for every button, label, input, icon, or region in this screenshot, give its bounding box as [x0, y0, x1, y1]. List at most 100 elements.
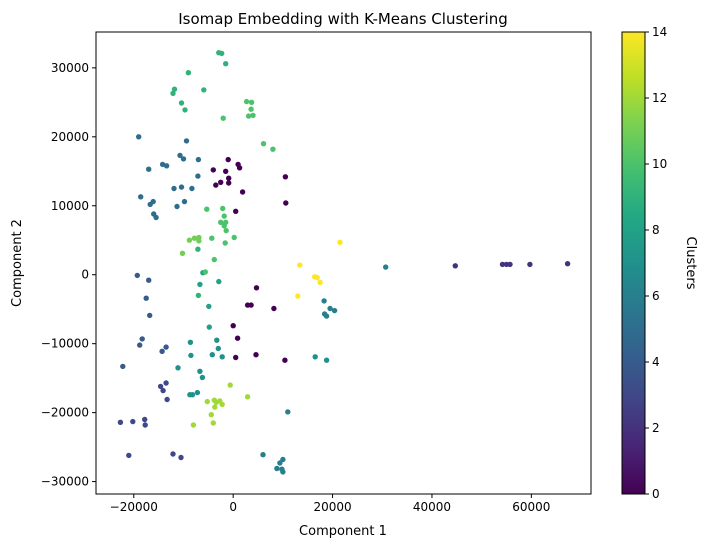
data-point — [194, 389, 201, 396]
y-tick-label: 20000 — [51, 130, 89, 144]
data-point — [146, 277, 152, 283]
data-point — [195, 156, 202, 163]
data-point — [250, 112, 256, 119]
data-point — [223, 168, 229, 174]
data-point — [183, 138, 190, 144]
colorbar-tick-label: 12 — [652, 91, 667, 105]
data-point — [195, 173, 201, 179]
data-point — [204, 398, 210, 405]
data-point — [527, 261, 533, 268]
data-point — [331, 307, 338, 314]
data-point — [253, 352, 259, 358]
data-point — [160, 387, 166, 394]
data-point — [164, 396, 170, 403]
data-point — [223, 61, 229, 67]
data-point — [245, 113, 252, 119]
colorbar-tick-label: 0 — [652, 487, 660, 501]
data-point — [195, 292, 202, 299]
data-point — [221, 213, 227, 219]
y-axis-ticks: −30000 −20000 −10000 0 10000 20000 30000 — [41, 61, 96, 489]
data-point — [142, 416, 148, 423]
data-point — [206, 303, 212, 310]
data-point — [226, 175, 232, 181]
points-layer — [117, 50, 571, 475]
x-tick-label: 60000 — [512, 500, 550, 514]
data-point — [209, 352, 215, 358]
data-point — [230, 323, 236, 329]
data-point — [452, 263, 458, 269]
data-point — [206, 324, 212, 330]
data-point — [174, 203, 180, 210]
data-point — [282, 174, 289, 180]
colorbar-tick-label: 4 — [652, 355, 660, 369]
data-point — [222, 240, 228, 246]
data-point — [163, 163, 170, 169]
data-point — [312, 354, 318, 360]
data-point — [170, 90, 176, 97]
data-point — [146, 166, 152, 172]
plot-frame — [95, 31, 592, 495]
data-point — [197, 368, 203, 374]
y-tick-label: 0 — [81, 268, 89, 282]
data-point — [120, 363, 126, 370]
data-point — [177, 152, 183, 159]
data-point — [150, 198, 156, 205]
data-point — [130, 418, 136, 425]
data-point — [159, 348, 165, 354]
data-point — [236, 165, 243, 171]
data-point — [191, 235, 198, 241]
data-point — [196, 234, 202, 241]
data-point — [208, 412, 214, 418]
data-point — [142, 422, 148, 428]
data-point — [186, 237, 193, 243]
data-point — [234, 335, 241, 341]
data-point — [260, 141, 267, 147]
data-point — [323, 357, 330, 363]
data-point — [212, 404, 218, 410]
data-point — [117, 419, 124, 425]
data-point — [209, 235, 215, 241]
x-tick-label: 40000 — [413, 500, 451, 514]
data-point — [202, 269, 208, 275]
data-point — [134, 272, 140, 279]
colorbar-tick-label: 14 — [652, 25, 667, 39]
y-tick-label: 10000 — [51, 199, 89, 213]
data-point — [297, 262, 303, 268]
y-tick-label: −30000 — [41, 475, 89, 489]
data-point — [215, 345, 221, 352]
x-axis-ticks: −20000 0 20000 40000 60000 — [110, 494, 550, 514]
data-point — [204, 206, 210, 212]
colorbar-tick-label: 2 — [652, 421, 660, 435]
data-point — [260, 452, 266, 458]
data-point — [248, 302, 254, 308]
data-point — [223, 219, 229, 225]
data-point — [231, 234, 237, 241]
data-point — [157, 383, 164, 390]
colorbar-label: Clusters — [683, 237, 698, 290]
data-point — [239, 189, 246, 195]
data-point — [139, 336, 145, 342]
data-point — [190, 422, 197, 428]
data-point — [337, 239, 343, 245]
data-point — [218, 219, 224, 225]
data-point — [323, 313, 330, 319]
data-point — [143, 295, 149, 301]
data-point — [220, 205, 226, 212]
data-point — [243, 98, 250, 105]
data-point — [171, 86, 178, 92]
data-point — [170, 451, 176, 457]
data-point — [185, 70, 192, 76]
data-point — [178, 184, 185, 190]
data-point — [213, 182, 219, 188]
data-point — [138, 194, 144, 200]
data-point — [253, 285, 260, 291]
data-point — [214, 337, 220, 343]
data-point — [210, 420, 216, 426]
y-axis-label: Component 2 — [10, 219, 25, 307]
data-point — [219, 354, 225, 360]
data-point — [189, 185, 195, 192]
data-point — [282, 357, 288, 363]
data-point — [218, 179, 224, 185]
data-point — [147, 312, 153, 319]
x-axis-label: Component 1 — [299, 524, 387, 539]
